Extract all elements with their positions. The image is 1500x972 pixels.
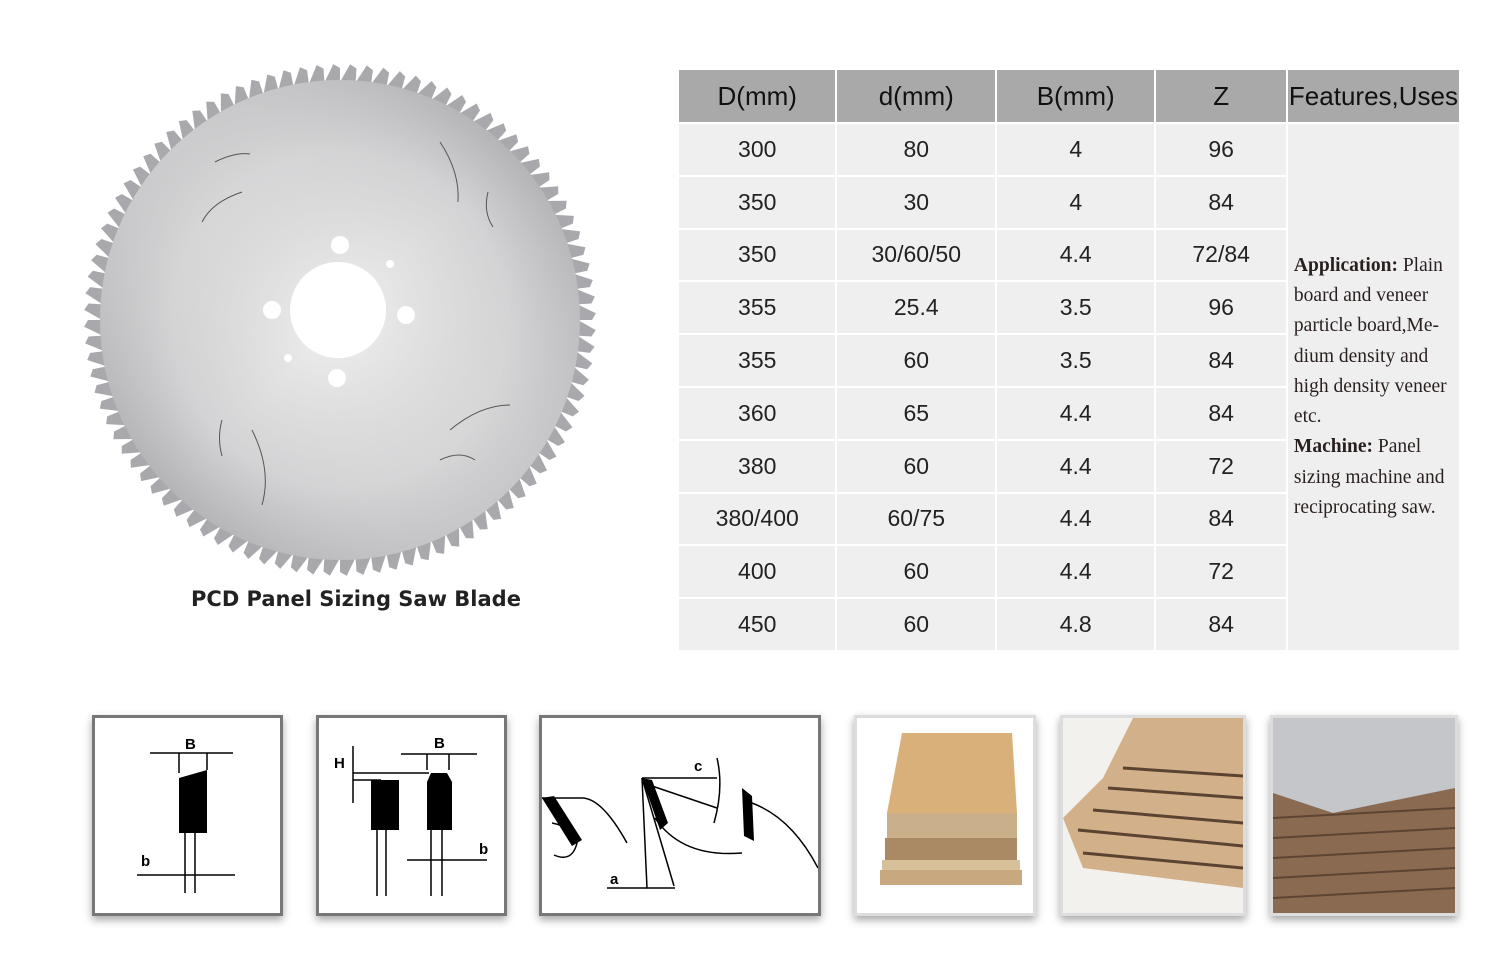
table-cell: 65 [836, 385, 998, 440]
table-cell: 400 [679, 544, 838, 599]
table-cell: 25.4 [836, 280, 998, 335]
table-cell: 30/60/50 [836, 227, 998, 282]
table-cell: 300 [679, 122, 838, 176]
label-B: B [185, 736, 196, 753]
table-cell: 84 [1155, 174, 1288, 229]
table-row: 350 30/60/50 4.4 72/84 [679, 227, 1459, 282]
table-row: 355 60 3.5 84 [679, 333, 1459, 387]
table-cell: 72 [1155, 438, 1288, 493]
table-cell: 60 [836, 438, 998, 493]
saw-blade-image [84, 64, 596, 576]
table-cell: 60/75 [836, 491, 998, 546]
table-cell: 4.4 [996, 491, 1157, 546]
features-cell: Application: Plain board and veneer part… [1286, 122, 1459, 650]
table-row: 350 30 4 84 [679, 174, 1459, 229]
table-row: 380/400 60/75 4.4 84 [679, 491, 1459, 546]
table-cell: 4.8 [996, 597, 1157, 650]
table-cell: 84 [1155, 491, 1288, 546]
table-cell: 3.5 [996, 333, 1157, 387]
table-row: 355 25.4 3.5 96 [679, 280, 1459, 335]
header-features: Features,Uses [1286, 70, 1459, 123]
table-cell: 4.4 [996, 227, 1157, 282]
table-row: 360 65 4.4 84 [679, 385, 1459, 440]
photo-mdf-boards [1060, 715, 1246, 916]
table-cell: 360 [679, 385, 838, 440]
label-c: c [694, 758, 702, 775]
diagram-tooth-angle: c a [539, 715, 821, 916]
table-cell: 355 [679, 333, 838, 387]
table-cell: 84 [1155, 333, 1288, 387]
table-cell: 350 [679, 227, 838, 282]
table-cell: 4.4 [996, 385, 1157, 440]
machine-label: Machine: [1293, 436, 1373, 458]
table-cell: 60 [836, 544, 998, 599]
table-cell: 380/400 [679, 491, 838, 546]
table-row: 300 80 4 96 Application: Plain board and ven… [679, 122, 1459, 650]
table-cell: 355 [679, 280, 838, 335]
diagram-tooth-width: B b [92, 715, 283, 916]
label-B: B [434, 735, 445, 752]
header-D: D(mm) [679, 70, 838, 123]
table-cell: 60 [836, 333, 998, 387]
label-b: b [141, 853, 150, 870]
table-cell: 30 [836, 174, 998, 229]
table-row: 450 60 4.8 84 [679, 597, 1459, 650]
table-cell: 96 [1155, 122, 1288, 176]
label-b: b [479, 841, 488, 858]
photo-particle-boards [1270, 715, 1458, 916]
table-row: 400 60 4.4 72 [679, 544, 1459, 599]
header-B: B(mm) [996, 70, 1157, 123]
table-cell: 4 [996, 174, 1157, 229]
table-cell: 72 [1155, 544, 1288, 599]
table-cell: 96 [1155, 280, 1288, 335]
application-text: Plain board and veneer particle board,Me… [1293, 254, 1447, 428]
table-cell: 84 [1155, 597, 1288, 650]
label-H: H [334, 755, 345, 772]
table-cell: 4.4 [996, 544, 1157, 599]
table-row: 380 60 4.4 72 [679, 438, 1459, 493]
table-cell: 72/84 [1155, 227, 1288, 282]
table-cell: 3.5 [996, 280, 1157, 335]
table-cell: 4 [996, 122, 1157, 176]
table-cell: 84 [1155, 385, 1288, 440]
table-cell: 350 [679, 174, 838, 229]
table-cell: 450 [679, 597, 838, 650]
photo-veneer-boards [854, 715, 1036, 916]
machine-text: Panel sizing machine and reciprocating s… [1293, 436, 1445, 519]
header-Z: Z [1155, 70, 1288, 123]
product-caption: PCD Panel Sizing Saw Blade [191, 587, 521, 611]
spec-table: D(mm) d(mm) B(mm) Z Features,Uses 300 80 4… [679, 70, 1459, 650]
table-cell: 380 [679, 438, 838, 493]
table-cell: 80 [836, 122, 998, 176]
header-d: d(mm) [836, 70, 998, 123]
diagram-tooth-height: H B b [316, 715, 507, 916]
label-a: a [610, 871, 619, 888]
table-cell: 4.4 [996, 438, 1157, 493]
table-cell: 60 [836, 597, 998, 650]
application-label: Application: [1293, 254, 1398, 276]
